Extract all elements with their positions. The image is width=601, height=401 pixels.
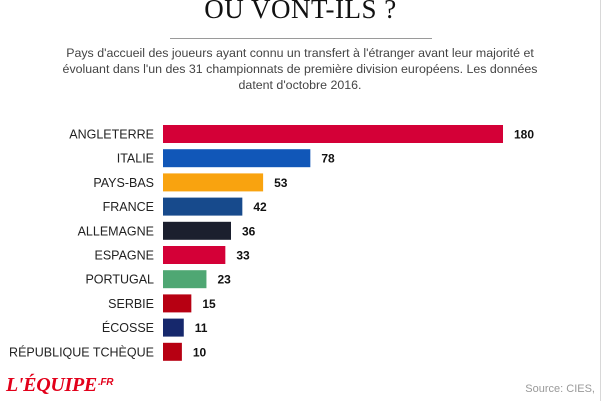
category-label: ANGLETERRE [69, 128, 154, 142]
value-label: 78 [321, 152, 335, 166]
value-label: 180 [514, 128, 534, 142]
category-label: PAYS-BAS [93, 176, 154, 190]
category-label: ITALIE [117, 152, 154, 166]
category-label: FRANCE [103, 200, 154, 214]
bar [163, 173, 264, 192]
value-label: 53 [274, 176, 288, 190]
category-label: SERBIE [108, 297, 154, 311]
source-note: Source: CIES, [525, 383, 595, 395]
bar [163, 149, 311, 168]
lequipe-logo[interactable]: L'ÉQUIPE.FR [6, 374, 113, 397]
category-label: ALLEMAGNE [78, 224, 154, 238]
logo-suffix: .FR [97, 377, 114, 388]
bar [163, 294, 192, 313]
category-label: ESPAGNE [94, 249, 154, 263]
bar [163, 197, 243, 216]
title-divider [170, 38, 432, 39]
value-label: 42 [253, 200, 267, 214]
category-label: PORTUGAL [85, 273, 154, 287]
bar [163, 125, 503, 143]
value-label: 11 [195, 321, 208, 335]
bar [163, 246, 226, 264]
logo-text: L'ÉQUIPE [6, 374, 97, 396]
value-label: 23 [217, 273, 231, 287]
bar [163, 270, 207, 289]
chart-subtitle: Pays d'accueil des joueurs ayant connu u… [62, 46, 538, 92]
bar [163, 318, 184, 337]
bar [163, 221, 231, 240]
value-label: 10 [193, 345, 207, 359]
value-label: 33 [236, 249, 250, 263]
value-label: 15 [202, 297, 216, 311]
value-label: 36 [242, 224, 256, 238]
chart-title: OÙ VONT-ILS ? [204, 0, 397, 24]
category-label: RÉPUBLIQUE TCHÈQUE [9, 344, 154, 359]
bar [163, 342, 182, 361]
category-label: ÉCOSSE [102, 320, 154, 335]
